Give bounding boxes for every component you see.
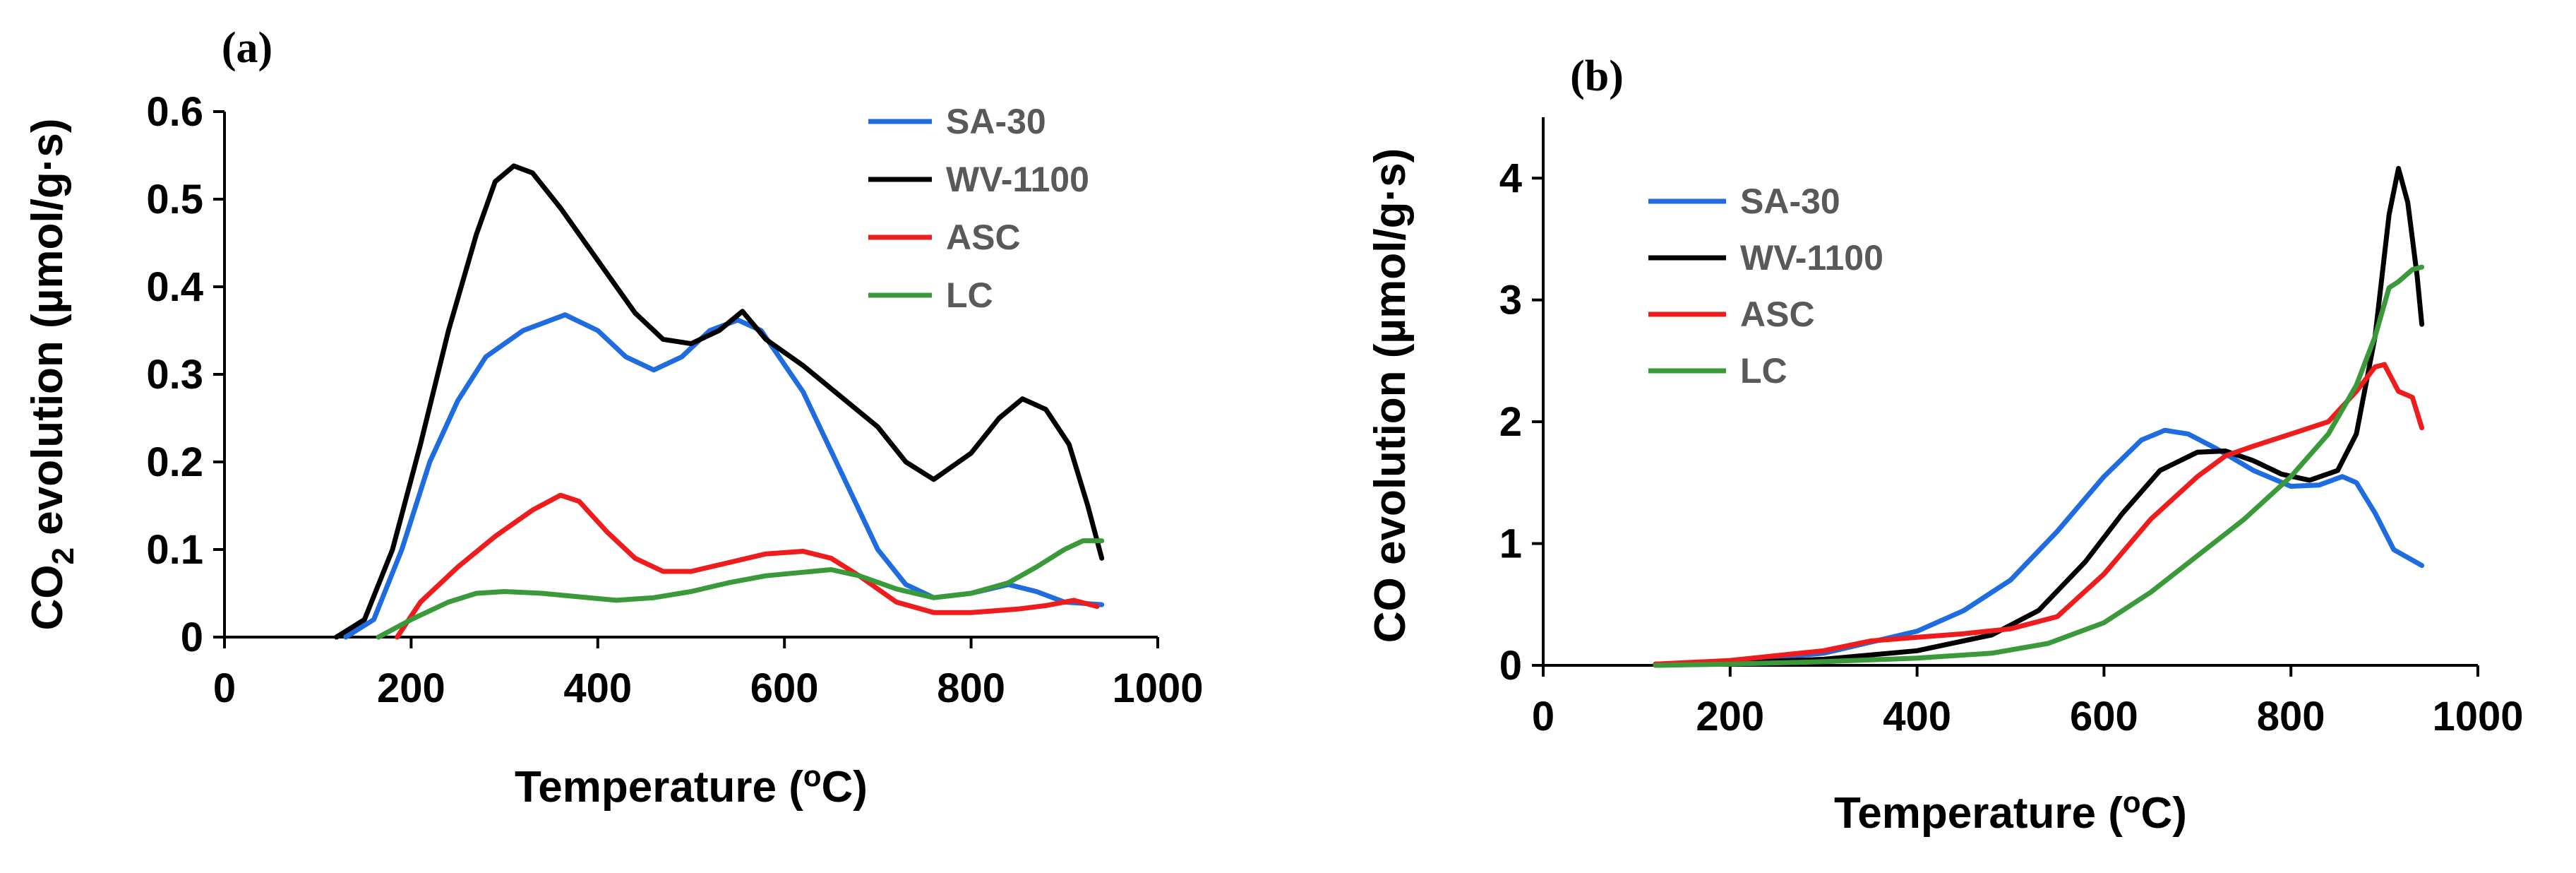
legend-label-wv-1100: WV-1100 [946, 160, 1089, 199]
x-tick-label: 800 [2257, 694, 2325, 740]
x-tick-label: 200 [377, 665, 445, 711]
x-tick-label: 400 [1883, 694, 1951, 740]
series-line-asc [395, 492, 1100, 640]
y-tick-label: 0 [181, 614, 203, 660]
y-axis-title: CO2 evolution (µmol/g·s) [23, 119, 80, 631]
y-axis-title: CO evolution (µmol/g·s) [1366, 148, 1415, 643]
y-axis-title-sub: 2 [46, 547, 80, 564]
x-axis-title-main: Temperature ( [1834, 789, 2123, 838]
y-tick-label: 0.6 [146, 89, 203, 135]
y-tick-label: 4 [1499, 155, 1522, 201]
x-axis-title-main: Temperature ( [515, 763, 803, 812]
series-line-lc [376, 538, 1105, 640]
legend-label-lc: LC [946, 275, 993, 315]
x-tick-label: 0 [213, 665, 236, 711]
chart-panel-a: (a) 0 0.1 0.2 0.3 0.4 0.5 0.6 0 200 400 600 800 1000 T… [23, 24, 1204, 812]
x-axis-title-end: C) [2141, 789, 2187, 838]
x-tick-label: 1000 [2432, 694, 2523, 740]
legend-label-asc: ASC [1740, 295, 1815, 334]
x-tick-label: 600 [750, 665, 819, 711]
legend-label-sa-30: SA-30 [946, 102, 1046, 141]
y-tick-label: 0.1 [146, 527, 203, 573]
y-tick-label: 0.4 [146, 264, 203, 310]
series-line-wv-1100 [1653, 165, 2425, 667]
x-axis-title-sup: o [803, 759, 822, 792]
y-axis-title-rest: evolution (µmol/g·s) [23, 119, 72, 547]
legend-label-wv-1100: WV-1100 [1740, 238, 1883, 278]
legend-label-asc: ASC [946, 218, 1021, 257]
legend-label-lc: LC [1740, 351, 1787, 391]
y-tick-label: 0.3 [146, 352, 203, 398]
series-line-lc [1653, 264, 2425, 668]
x-tick-label: 0 [1532, 694, 1554, 740]
series-line-asc [1653, 362, 2425, 667]
y-tick-label: 3 [1499, 278, 1522, 323]
x-tick-label: 600 [2070, 694, 2138, 740]
y-tick-label: 0.2 [146, 439, 203, 485]
panel-label: (b) [1570, 52, 1624, 100]
x-axis-title: Temperature (oC) [515, 759, 868, 812]
y-tick-label: 1 [1499, 521, 1522, 567]
x-axis-title-end: C) [822, 763, 868, 812]
x-tick-label: 400 [563, 665, 632, 711]
y-tick-label: 0.5 [146, 177, 203, 222]
y-axis-title-main: CO evolution (µmol/g·s) [1366, 148, 1415, 643]
panel-label: (a) [222, 24, 272, 72]
y-tick-label: 2 [1499, 399, 1522, 445]
series-line-sa-30 [1653, 427, 2425, 667]
x-axis-title: Temperature (oC) [1834, 785, 2187, 838]
y-tick-label: 0 [1499, 643, 1522, 689]
x-tick-label: 800 [937, 665, 1005, 711]
y-axis-title-main: CO [23, 564, 72, 630]
series-line-wv-1100 [334, 163, 1105, 640]
x-tick-label: 200 [1696, 694, 1764, 740]
x-axis-title-sup: o [2123, 785, 2141, 819]
legend-label-sa-30: SA-30 [1740, 182, 1840, 221]
x-tick-label: 1000 [1112, 665, 1203, 711]
